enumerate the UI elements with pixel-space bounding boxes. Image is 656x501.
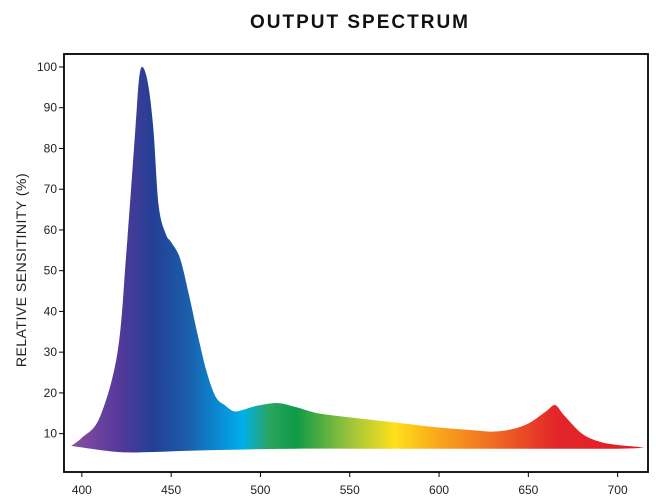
y-tick-label: 50 bbox=[44, 264, 58, 278]
y-axis-label: RELATIVE SENSITINITY (%) bbox=[13, 173, 29, 367]
y-tick-label: 40 bbox=[44, 304, 58, 318]
y-tick-label: 70 bbox=[44, 182, 58, 196]
x-tick-label: 700 bbox=[608, 483, 628, 497]
x-axis-ticks: 400 450 500 550 600 650 700 bbox=[72, 472, 628, 497]
y-tick-label: 20 bbox=[44, 386, 58, 400]
y-tick-label: 100 bbox=[37, 60, 57, 74]
plot-frame bbox=[63, 53, 649, 473]
x-tick-label: 450 bbox=[161, 483, 181, 497]
x-tick-label: 550 bbox=[340, 483, 360, 497]
y-axis-ticks: 10 20 30 40 50 60 70 80 90 100 bbox=[37, 60, 64, 441]
spectrum-area bbox=[71, 66, 645, 453]
x-tick-label: 400 bbox=[72, 483, 92, 497]
y-tick-label: 10 bbox=[44, 427, 58, 441]
y-tick-label: 80 bbox=[44, 141, 58, 155]
x-tick-label: 600 bbox=[429, 483, 449, 497]
x-tick-label: 500 bbox=[250, 483, 270, 497]
y-tick-label: 60 bbox=[44, 223, 58, 237]
x-tick-label: 650 bbox=[518, 483, 538, 497]
y-tick-label: 90 bbox=[44, 101, 58, 115]
chart-title: OUTPUT SPECTRUM bbox=[250, 12, 470, 33]
spectrum-area-layer bbox=[71, 66, 645, 453]
y-tick-label: 30 bbox=[44, 345, 58, 359]
